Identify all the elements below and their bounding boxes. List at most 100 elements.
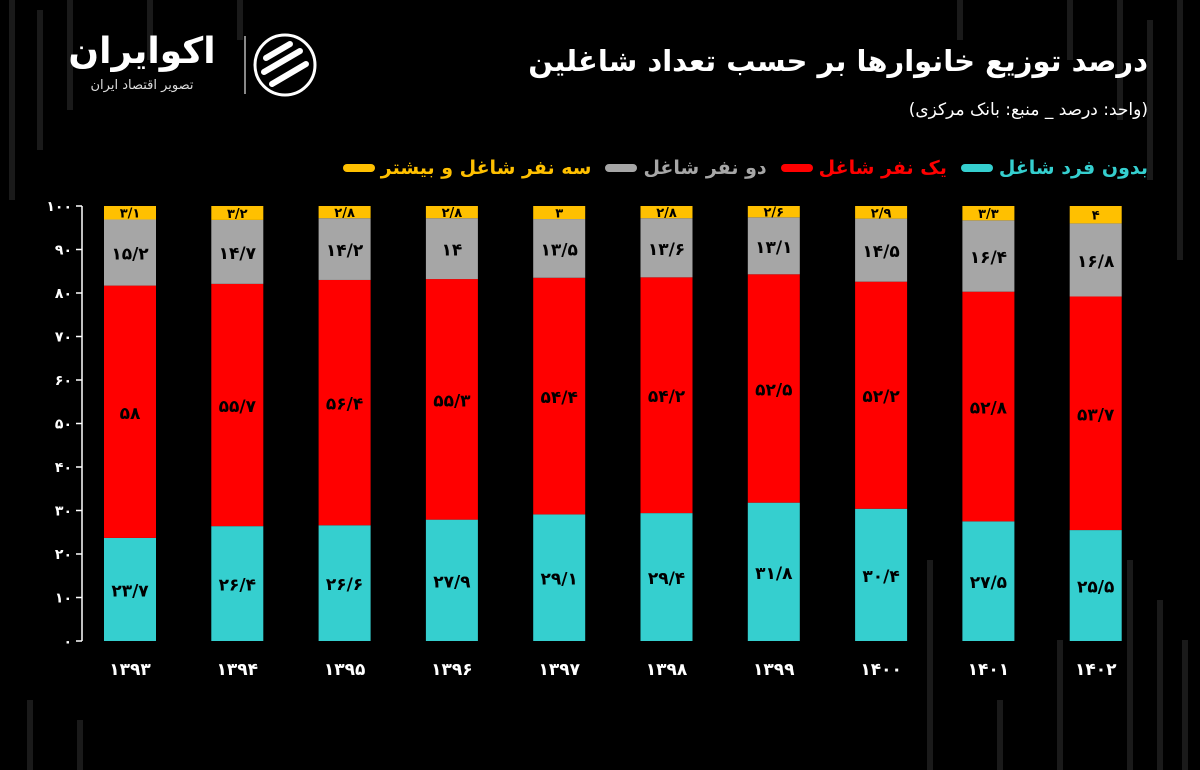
- data-label-three: ۳/۲: [227, 207, 248, 222]
- data-label-three: ۲/۸: [442, 206, 463, 221]
- bar-segment-one: [640, 277, 693, 514]
- y-tick-label: ۶۰: [55, 373, 72, 389]
- chart-legend: بدون فرد شاغل یک نفر شاغل دو نفر شاغل سه…: [342, 157, 1148, 179]
- x-tick-label: ۱۴۰۱: [968, 660, 1010, 680]
- legend-item-three: سه نفر شاغل و بیشتر: [342, 157, 591, 179]
- bar-segment-two: [104, 219, 156, 286]
- data-label-one: ۵۲/۲: [862, 387, 900, 407]
- bar-segment-none: [1069, 530, 1122, 641]
- y-tick-label: ۸۰: [55, 286, 72, 302]
- data-label-none: ۲۳/۷: [111, 581, 149, 601]
- data-label-one: ۵۲/۵: [755, 380, 792, 400]
- data-label-one: ۵۴/۲: [648, 387, 686, 407]
- data-label-three: ۲/۸: [334, 206, 355, 221]
- bar-segment-one: [1069, 296, 1122, 531]
- y-tick-label: ۲۰: [55, 547, 72, 563]
- bar-segment-one: [962, 291, 1015, 522]
- legend-item-none: بدون فرد شاغل: [960, 157, 1148, 179]
- bar-segment-none: [962, 521, 1015, 641]
- bar-segment-none: [425, 519, 478, 641]
- data-label-none: ۲۶/۶: [326, 575, 363, 595]
- legend-swatch-none: [960, 164, 993, 172]
- x-tick-label: ۱۴۰۰: [860, 660, 902, 680]
- legend-item-one: یک نفر شاغل: [780, 157, 947, 179]
- bar-segment-one: [855, 281, 908, 509]
- bar-segment-none: [855, 508, 908, 641]
- bar-segment-none: [533, 514, 586, 641]
- bar-segment-none: [640, 513, 693, 641]
- data-label-two: ۱۳/۵: [541, 240, 578, 260]
- bar-segment-three: [962, 206, 1015, 221]
- data-label-one: ۵۴/۴: [541, 388, 578, 408]
- bar-segment-one: [425, 279, 478, 520]
- y-tick-label: ۷۰: [55, 330, 72, 346]
- bar-segment-none: [104, 537, 156, 641]
- data-label-none: ۳۰/۴: [862, 567, 899, 587]
- x-tick-label: ۱۳۹۵: [324, 660, 366, 680]
- bar-segment-one: [211, 283, 264, 527]
- bar-segment-two: [747, 217, 800, 275]
- bar-segment-two: [855, 218, 908, 282]
- chart-subtitle: (واحد: درصد _ منبع: بانک مرکزی): [908, 100, 1148, 120]
- legend-item-two: دو نفر شاغل: [605, 157, 767, 179]
- data-label-three: ۳/۳: [978, 207, 999, 222]
- bar-segment-one: [104, 285, 156, 538]
- data-label-three: ۴: [1092, 209, 1100, 224]
- data-label-two: ۱۳/۶: [648, 240, 685, 260]
- bar-segment-two: [962, 220, 1015, 292]
- bar-segment-three: [318, 206, 371, 219]
- y-tick-label: ۰: [63, 634, 72, 650]
- x-tick-label: ۱۳۹۴: [217, 660, 259, 680]
- data-label-none: ۲۷/۹: [433, 572, 471, 592]
- data-label-two: ۱۴/۲: [326, 241, 364, 261]
- data-label-three: ۳/۱: [120, 207, 141, 222]
- bar-segment-three: [211, 206, 264, 220]
- data-label-none: ۲۶/۴: [219, 576, 256, 596]
- bar-segment-one: [318, 279, 371, 526]
- data-label-none: ۲۹/۱: [541, 570, 578, 590]
- data-label-one: ۵۳/۷: [1077, 405, 1115, 425]
- data-label-three: ۳: [555, 207, 563, 222]
- x-tick-label: ۱۳۹۷: [538, 660, 580, 680]
- data-label-none: ۲۷/۵: [970, 573, 1007, 593]
- bar-segment-three: [104, 206, 156, 220]
- y-tick-label: ۴۰: [55, 460, 72, 476]
- brand-mark-icon: [253, 33, 317, 97]
- brand-logo: اکوایران تصویر اقتصاد ایران: [40, 30, 317, 102]
- brand-name: اکوایران: [68, 31, 216, 72]
- bar-segment-two: [1069, 223, 1122, 297]
- y-tick-label: ۱۰۰: [46, 199, 72, 215]
- data-label-two: ۱۶/۴: [970, 248, 1007, 268]
- data-label-three: ۲/۶: [763, 206, 784, 221]
- y-tick-label: ۵۰: [55, 417, 72, 433]
- data-label-none: ۲۹/۴: [648, 569, 685, 589]
- bar-segment-three: [533, 206, 586, 220]
- bar-segment-none: [318, 525, 371, 641]
- legend-swatch-three: [342, 164, 375, 172]
- bar-segment-one: [747, 274, 800, 503]
- legend-swatch-two: [605, 164, 638, 172]
- data-label-three: ۲/۸: [656, 206, 677, 221]
- data-label-two: ۱۴: [442, 241, 463, 261]
- bar-segment-two: [640, 218, 693, 278]
- legend-swatch-one: [780, 164, 813, 172]
- data-label-two: ۱۴/۷: [219, 244, 257, 264]
- data-label-two: ۱۴/۵: [862, 242, 899, 262]
- data-label-one: ۵۸: [120, 404, 141, 424]
- legend-label-two: دو نفر شاغل: [643, 157, 767, 179]
- bar-segment-none: [747, 502, 800, 641]
- x-tick-label: ۱۳۹۶: [431, 660, 473, 680]
- bar-segment-three: [747, 206, 800, 218]
- y-tick-label: ۹۰: [55, 243, 72, 259]
- bar-segment-one: [533, 277, 586, 515]
- data-label-none: ۳۱/۸: [755, 564, 793, 584]
- y-tick-label: ۳۰: [55, 504, 72, 520]
- chart-title: درصد توزیع خانوارها بر حسب تعداد شاغلین: [528, 44, 1148, 78]
- data-label-one: ۵۲/۸: [970, 399, 1008, 419]
- logo-divider: [244, 36, 246, 94]
- data-label-two: ۱۶/۸: [1077, 252, 1115, 272]
- x-tick-label: ۱۳۹۳: [109, 660, 151, 680]
- data-label-one: ۵۵/۳: [433, 391, 471, 411]
- bar-segment-none: [211, 526, 264, 641]
